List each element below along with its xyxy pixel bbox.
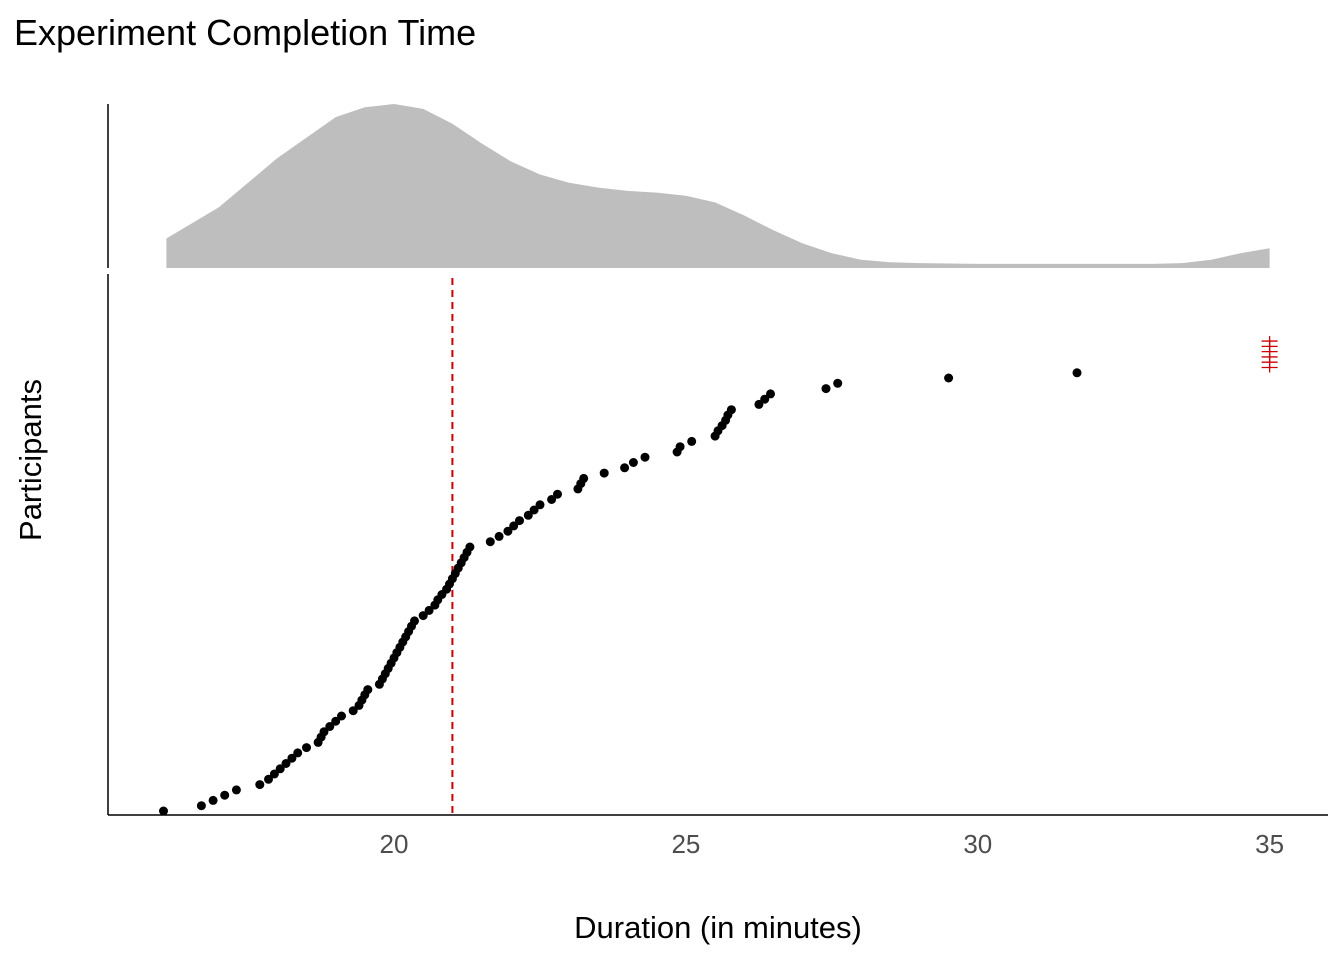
data-point: [348, 706, 358, 716]
data-point: [269, 769, 279, 779]
data-point: [331, 716, 341, 726]
chart-title: Experiment Completion Time: [14, 12, 476, 53]
x-tick-label: 35: [1255, 829, 1284, 859]
data-point: [535, 500, 545, 510]
data-point: [159, 806, 168, 816]
data-point: [220, 790, 230, 800]
data-point: [319, 727, 329, 737]
data-point: [833, 378, 843, 388]
data-point: [821, 384, 831, 394]
data-point: [196, 801, 206, 811]
data-point: [302, 743, 311, 753]
density-area: [166, 104, 1270, 268]
data-point: [494, 531, 504, 541]
data-point: [255, 780, 265, 790]
data-point: [337, 711, 346, 721]
data-point: [287, 753, 297, 763]
data-point: [944, 373, 954, 383]
data-point: [675, 442, 685, 452]
data-point: [760, 394, 770, 404]
data-point: [363, 685, 373, 695]
x-axis-ticks: 20 25 30 35: [380, 829, 1285, 859]
data-point: [523, 510, 533, 520]
data-point: [628, 458, 638, 467]
capped-point-marker: [1261, 336, 1278, 347]
data-point: [599, 468, 609, 478]
data-point: [231, 785, 241, 795]
data-point: [465, 542, 475, 552]
data-point: [620, 463, 630, 473]
data-point: [275, 764, 285, 774]
data-point: [640, 452, 650, 462]
data-point: [424, 605, 434, 615]
data-point: [293, 748, 303, 758]
scatter-panel: 20 25 30 35: [107, 274, 1328, 859]
data-point: [687, 436, 697, 446]
data-point: [264, 774, 273, 784]
data-point: [410, 616, 419, 626]
x-tick-label: 20: [380, 829, 409, 859]
data-point: [529, 505, 539, 515]
data-point: [754, 399, 764, 409]
data-point: [515, 516, 524, 526]
data-point: [418, 611, 428, 621]
y-axis-label: Participants: [13, 379, 48, 541]
data-point: [553, 489, 562, 499]
data-point: [1072, 368, 1082, 378]
x-tick-label: 30: [963, 829, 992, 859]
density-panel: [107, 104, 1270, 268]
x-tick-label: 25: [671, 829, 700, 859]
data-point: [281, 759, 291, 768]
data-point: [579, 473, 589, 483]
data-point: [485, 537, 495, 547]
data-point: [325, 722, 335, 731]
data-point: [208, 795, 218, 805]
data-point: [503, 526, 513, 536]
data-points: [159, 368, 1082, 816]
data-point: [547, 495, 557, 504]
data-point: [726, 405, 736, 415]
capped-markers: [1261, 336, 1278, 373]
data-point: [509, 521, 519, 531]
data-point: [766, 389, 775, 399]
x-axis-label: Duration (in minutes): [574, 910, 862, 945]
